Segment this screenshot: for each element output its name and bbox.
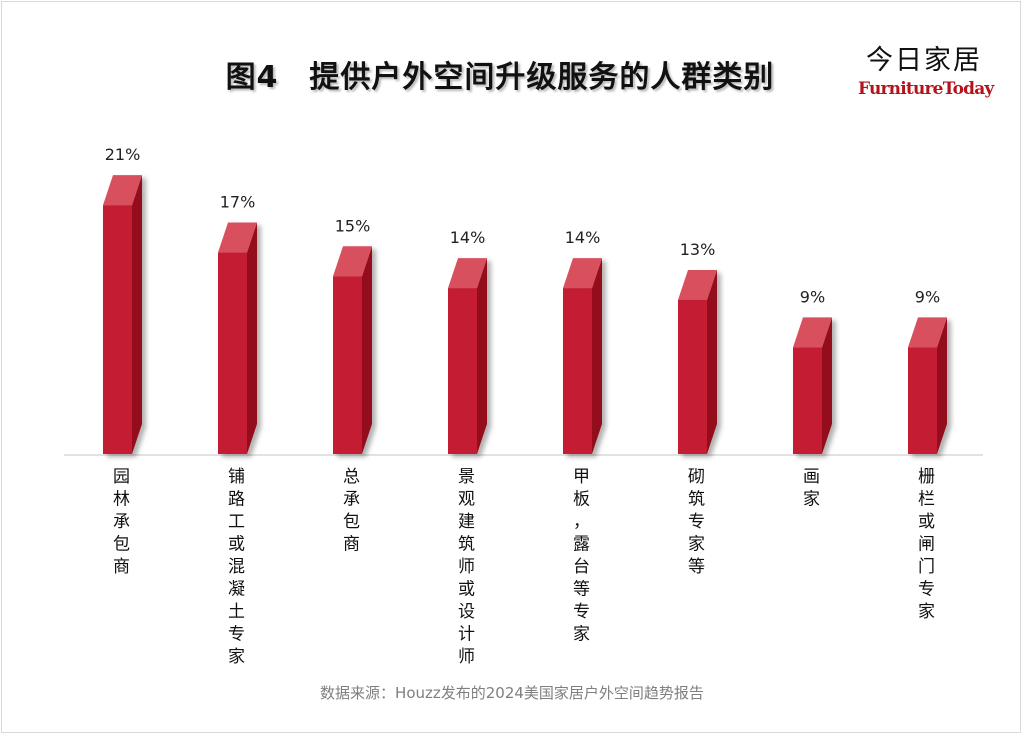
- bar-side-face: [707, 269, 717, 454]
- data-label: 13%: [680, 240, 716, 259]
- bar: [908, 317, 947, 454]
- category-label: 甲板，露台等专家: [573, 467, 590, 645]
- bar-side-face: [592, 258, 602, 454]
- bar-front-face: [908, 347, 937, 454]
- bar-side-face: [822, 317, 832, 454]
- bar-front-face: [793, 347, 822, 454]
- chart-title: 图4 提供户外空间升级服务的人群类别: [225, 60, 775, 95]
- bar-top-face: [793, 317, 832, 348]
- data-label: 14%: [565, 228, 601, 247]
- logo-english-text: FurnitureToday: [858, 79, 994, 99]
- bar: [793, 317, 832, 454]
- bar-top-face: [448, 258, 487, 289]
- bar: [563, 258, 602, 454]
- bar-top-face: [678, 269, 717, 300]
- bar-side-face: [362, 246, 372, 454]
- data-label: 9%: [915, 287, 940, 306]
- category-label: 总承包商: [343, 467, 360, 555]
- bar-side-face: [247, 222, 257, 454]
- category-label: 砌筑专家等: [688, 467, 705, 577]
- bar-front-face: [448, 288, 477, 454]
- bar: [218, 222, 257, 454]
- bar: [103, 175, 142, 454]
- data-label: 15%: [335, 216, 371, 235]
- data-label: 17%: [220, 193, 256, 212]
- bar-top-face: [103, 175, 142, 206]
- bar-top-face: [218, 222, 257, 253]
- bar-side-face: [937, 317, 947, 454]
- bar-front-face: [563, 288, 592, 454]
- category-label: 栅栏或闸门专家: [918, 467, 935, 622]
- category-label: 画家: [803, 467, 820, 510]
- bar-front-face: [218, 252, 247, 454]
- bar-front-face: [333, 276, 362, 454]
- logo-chinese-text: 今日家居: [866, 45, 982, 76]
- bar: [678, 269, 717, 454]
- data-label: 21%: [105, 145, 141, 164]
- source-note: 数据来源：Houzz发布的2024美国家居户外空间趋势报告: [320, 684, 704, 702]
- bar-top-face: [333, 246, 372, 277]
- bar-front-face: [103, 205, 132, 454]
- category-label: 园林承包商: [113, 467, 130, 577]
- data-label: 9%: [800, 287, 825, 306]
- bar: [448, 258, 487, 454]
- bar-top-face: [908, 317, 947, 348]
- bar-top-face: [563, 258, 602, 289]
- data-label: 14%: [450, 228, 486, 247]
- bar-front-face: [678, 299, 707, 454]
- bar: [333, 246, 372, 454]
- furniture-today-logo: 今日家居 FurnitureToday: [858, 38, 994, 99]
- category-label: 景观建筑师或设计师: [458, 467, 475, 667]
- category-label: 铺路工或混凝土专家: [228, 467, 245, 667]
- bar-side-face: [132, 175, 142, 454]
- bar-side-face: [477, 258, 487, 454]
